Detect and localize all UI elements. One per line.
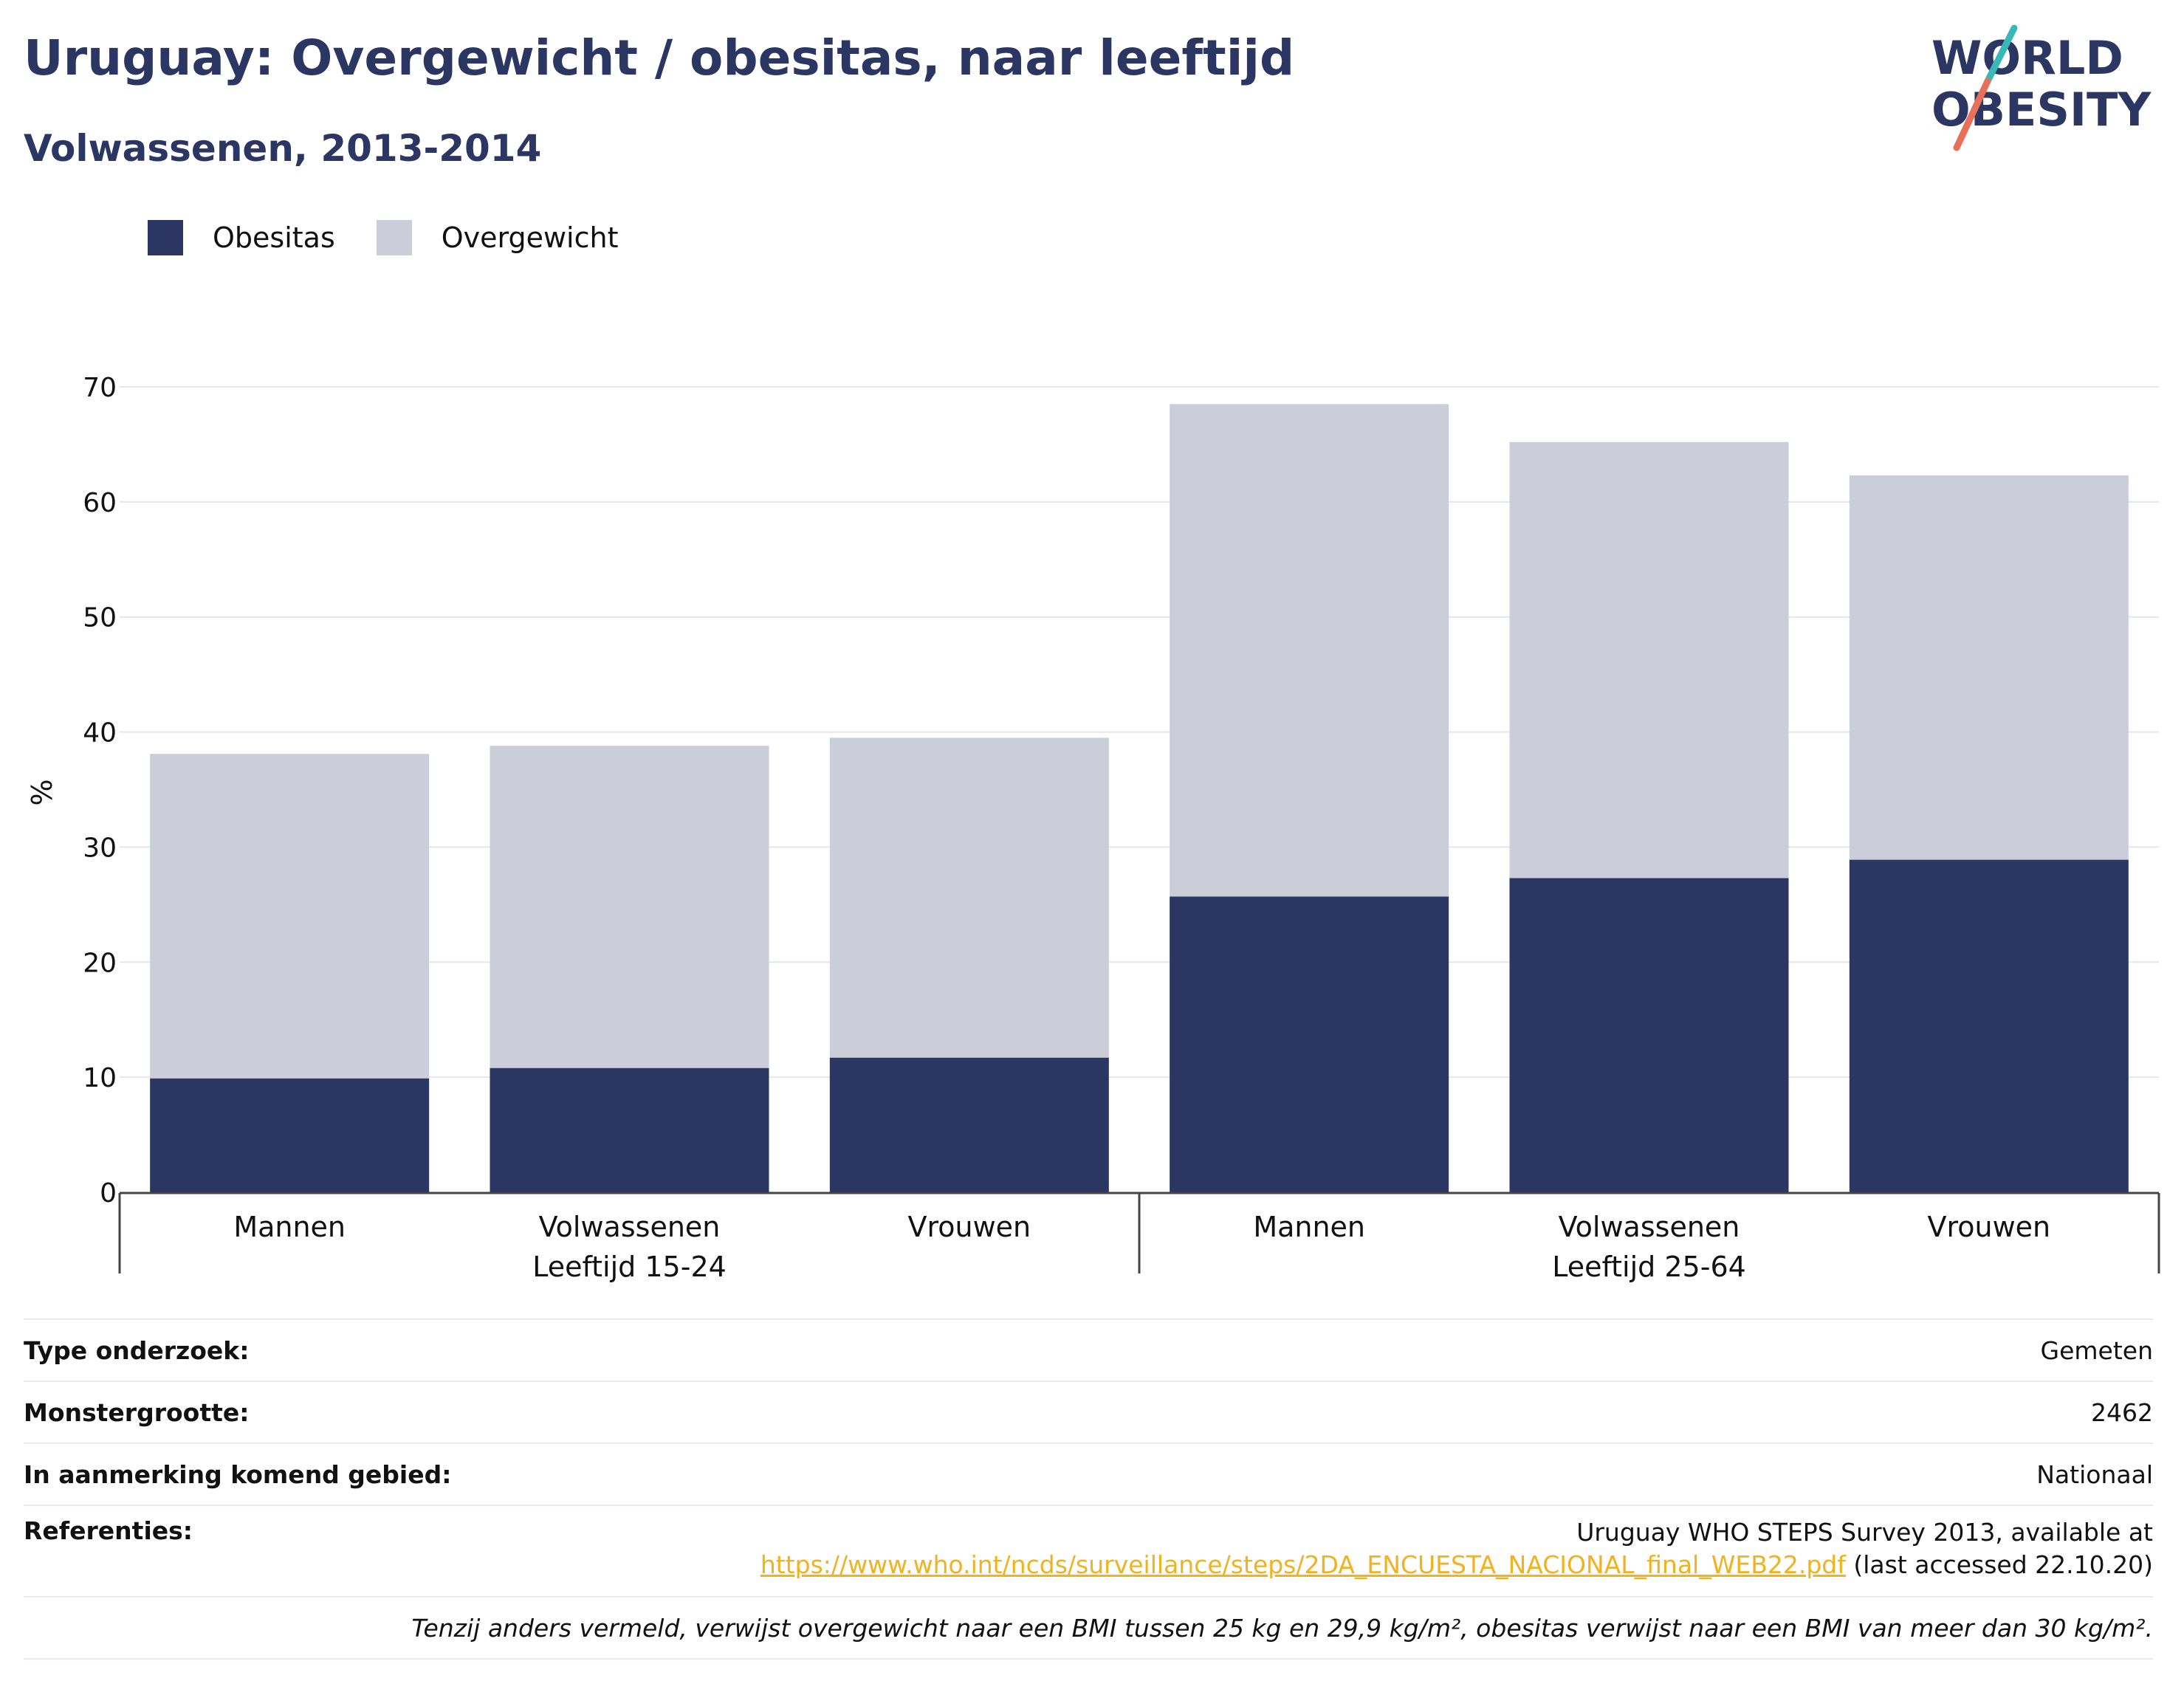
reference-link[interactable]: https://www.who.int/ncds/surveillance/st… bbox=[760, 1550, 1846, 1579]
x-tick-label: Vrouwen bbox=[1927, 1211, 2050, 1243]
y-tick-label: 20 bbox=[83, 948, 117, 978]
bar-chart: 0 10 20 30 40 50 60 70% Mannen Volwassenen Vrouwen… bbox=[26, 373, 2160, 1283]
bar-obesitas-1 bbox=[150, 1078, 430, 1192]
group-label: Leeftijd 15-24 bbox=[532, 1251, 727, 1283]
bar-overgewicht-1 bbox=[150, 754, 430, 1079]
legend-item-obesitas[interactable]: Obesitas bbox=[148, 220, 335, 255]
legend-item-overgewicht[interactable]: Overgewicht bbox=[376, 220, 619, 255]
type-label: Type onderzoek: bbox=[24, 1335, 250, 1365]
info-row-area: In aanmerking komend gebied: Nationaal bbox=[24, 1444, 2153, 1506]
legend-label-overgewicht: Overgewicht bbox=[441, 221, 619, 254]
type-value: Gemeten bbox=[2040, 1335, 2153, 1365]
bar-obesitas-2 bbox=[490, 1067, 769, 1192]
y-tick-label: 0 bbox=[100, 1178, 117, 1208]
bar-overgewicht-6 bbox=[1849, 475, 2129, 860]
info-row-sample: Monstergrootte: 2462 bbox=[24, 1382, 2153, 1444]
references-value: Uruguay WHO STEPS Survey 2013, available… bbox=[760, 1516, 2153, 1581]
legend-swatch-obesitas bbox=[148, 220, 183, 255]
bar-obesitas-3 bbox=[829, 1057, 1109, 1192]
logo-slash-coral bbox=[1953, 78, 1991, 151]
y-tick-label: 30 bbox=[83, 833, 117, 863]
info-row-type: Type onderzoek: Gemeten bbox=[24, 1318, 2153, 1382]
y-tick-label: 60 bbox=[83, 488, 117, 518]
group-label: Leeftijd 25-64 bbox=[1552, 1251, 1746, 1283]
legend-swatch-overgewicht bbox=[376, 220, 412, 255]
area-value: Nationaal bbox=[2036, 1460, 2153, 1489]
info-row-references: Referenties: Uruguay WHO STEPS Survey 20… bbox=[24, 1506, 2153, 1598]
x-tick-label: Mannen bbox=[1253, 1211, 1365, 1243]
logo-slash-teal bbox=[1984, 24, 2018, 85]
world-obesity-logo: WORLD OBESITY bbox=[1931, 24, 2152, 151]
bar-obesitas-4 bbox=[1170, 896, 1449, 1192]
survey-info-table: Type onderzoek: Gemeten Monstergrootte: … bbox=[24, 1318, 2153, 1660]
bmi-footnote: Tenzij anders vermeld, verwijst overgewi… bbox=[411, 1613, 2153, 1643]
bar-overgewicht-2 bbox=[490, 746, 769, 1068]
x-tick-label: Volwassenen bbox=[1559, 1211, 1740, 1243]
references-label: Referenties: bbox=[24, 1516, 193, 1545]
legend-label-obesitas: Obesitas bbox=[213, 221, 335, 254]
logo-line1: WORLD bbox=[1931, 31, 2123, 85]
bar-overgewicht-5 bbox=[1509, 441, 1789, 879]
sample-value: 2462 bbox=[2091, 1397, 2153, 1427]
reference-accessed: (last accessed 22.10.20) bbox=[1845, 1550, 2153, 1579]
sample-label: Monstergrootte: bbox=[24, 1397, 250, 1427]
x-tick-label: Vrouwen bbox=[907, 1211, 1031, 1243]
bar-overgewicht-4 bbox=[1170, 404, 1449, 897]
bar-overgewicht-3 bbox=[829, 738, 1109, 1058]
area-label: In aanmerking komend gebied: bbox=[24, 1460, 452, 1489]
chart-legend: Obesitas Overgewicht bbox=[148, 219, 660, 257]
chart-subtitle: Volwassenen, 2013-2014 bbox=[24, 127, 542, 170]
y-tick-label: 70 bbox=[83, 373, 117, 403]
info-row-footnote: Tenzij anders vermeld, verwijst overgewi… bbox=[24, 1598, 2153, 1660]
y-axis-label: % bbox=[26, 779, 58, 805]
x-tick-label: Volwassenen bbox=[539, 1211, 721, 1243]
y-tick-label: 10 bbox=[83, 1063, 117, 1093]
bar-obesitas-5 bbox=[1509, 878, 1789, 1192]
bar-obesitas-6 bbox=[1849, 859, 2129, 1192]
x-tick-label: Mannen bbox=[233, 1211, 346, 1243]
chart-title: Uruguay: Overgewicht / obesitas, naar le… bbox=[24, 30, 1295, 86]
y-tick-label: 50 bbox=[83, 603, 117, 633]
y-tick-label: 40 bbox=[83, 718, 117, 749]
reference-text: Uruguay WHO STEPS Survey 2013, available… bbox=[1576, 1518, 2153, 1547]
